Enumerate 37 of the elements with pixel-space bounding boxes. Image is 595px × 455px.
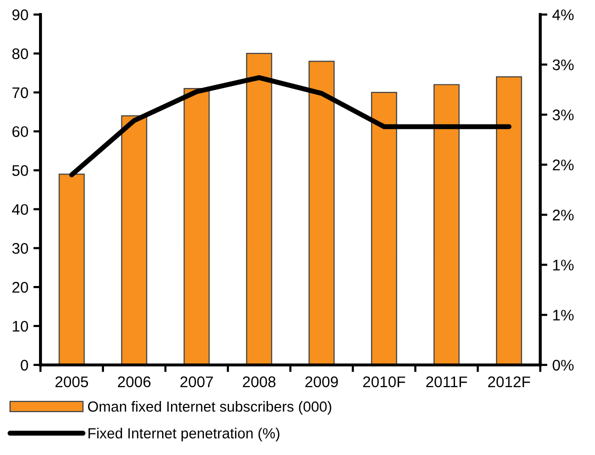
- x-tick-label: 2009: [305, 376, 338, 388]
- y-tick-label: 60: [12, 126, 28, 138]
- y2-tick-label: 2%: [552, 160, 574, 170]
- bar: [246, 52, 272, 365]
- x-tick-label: 2011F: [426, 376, 468, 388]
- x-tick-label: 2006: [118, 376, 150, 388]
- y-tick-label: 0: [20, 360, 28, 371]
- x-tick-label: 2012F: [488, 376, 530, 388]
- y2-tick-label: 3%: [552, 59, 574, 70]
- line-series: [69, 75, 512, 178]
- x-tick-label: 2008: [242, 376, 276, 388]
- x-tick-label: 2010F: [363, 376, 406, 388]
- y2-tick-label: 1%: [553, 260, 574, 270]
- bar: [434, 84, 460, 365]
- y2-tick-label: 1%: [553, 310, 574, 321]
- y-tick-label: 90: [12, 9, 28, 20]
- y-tick-label: 50: [12, 165, 28, 176]
- y-tick-label: 40: [12, 204, 28, 215]
- y2-tick-label: 0%: [552, 360, 574, 371]
- y-tick-label: 70: [12, 87, 28, 98]
- x-tick-label: 2007: [180, 376, 213, 388]
- bar: [308, 60, 335, 365]
- y2-tick-label: 2%: [552, 210, 574, 220]
- legend-label: Fixed Internet penetration (%): [88, 428, 280, 442]
- y2-tick-label: 4%: [552, 9, 574, 20]
- bar: [496, 76, 522, 365]
- y-tick-label: 30: [12, 242, 28, 254]
- bar: [184, 88, 210, 365]
- bar: [58, 174, 85, 365]
- y2-tick-label: 3%: [552, 110, 574, 120]
- bar: [121, 115, 148, 365]
- y-tick-label: 80: [12, 48, 28, 60]
- y-tick-label: 10: [12, 320, 28, 332]
- y-tick-label: 20: [12, 282, 28, 293]
- legend-label: Oman fixed Internet subscribers (000): [88, 401, 332, 415]
- bar: [371, 92, 398, 365]
- x-tick-label: 2005: [55, 376, 88, 388]
